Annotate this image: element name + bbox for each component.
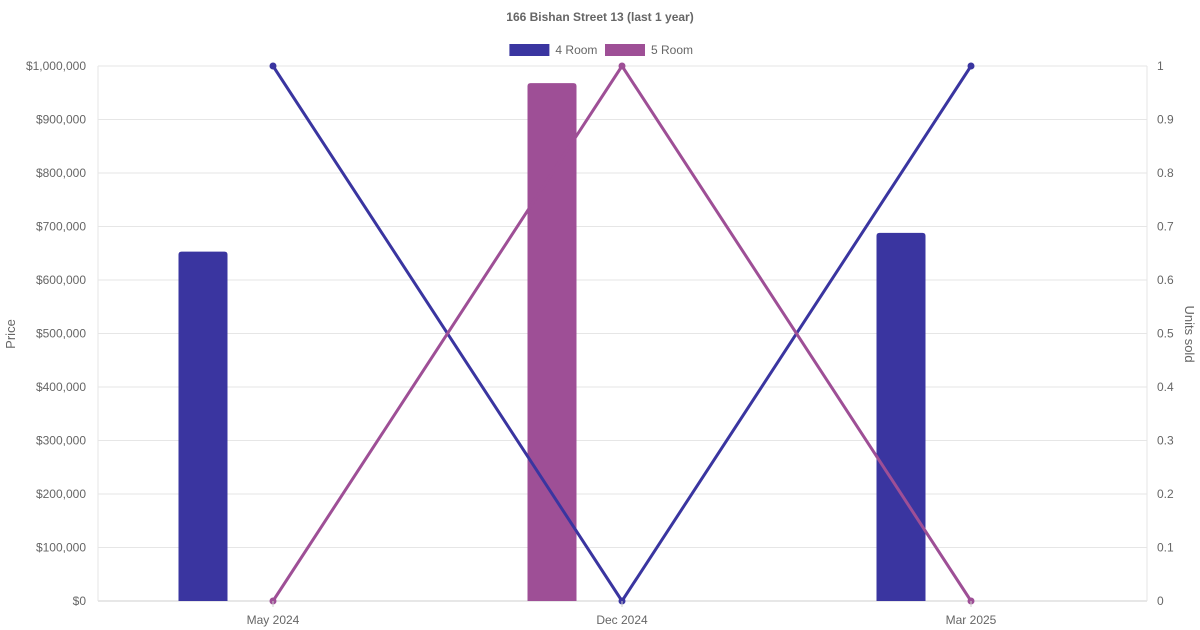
x-tick-label: Mar 2025: [946, 613, 997, 627]
bar-series: [178, 83, 926, 602]
point-4-room: [269, 62, 277, 70]
legend-swatch: [605, 44, 645, 56]
chart-title: 166 Bishan Street 13 (last 1 year): [506, 10, 693, 24]
y-tick-label-right: 0.9: [1157, 113, 1174, 127]
bar-4-room: [178, 251, 228, 601]
y-tick-label-left: $700,000: [36, 220, 86, 234]
y-tick-label-right: 0.7: [1157, 220, 1174, 234]
y-tick-label-left: $600,000: [36, 273, 86, 287]
y-tick-label-right: 0.8: [1157, 166, 1174, 180]
y-tick-label-right: 1: [1157, 59, 1164, 73]
y-tick-label-right: 0.4: [1157, 380, 1174, 394]
x-tick-label: Dec 2024: [596, 613, 648, 627]
y-tick-label-left: $400,000: [36, 380, 86, 394]
bar-5-room: [527, 83, 577, 602]
y-tick-label-left: $200,000: [36, 487, 86, 501]
point-5-room: [618, 62, 626, 70]
y-tick-label-left: $0: [73, 594, 87, 608]
x-tick-label: May 2024: [247, 613, 300, 627]
y-tick-label-left: $300,000: [36, 434, 86, 448]
y-tick-label-left: $900,000: [36, 113, 86, 127]
y-tick-label-left: $1,000,000: [26, 59, 86, 73]
legend-swatch: [509, 44, 550, 56]
point-4-room: [967, 62, 975, 70]
y-tick-label-right: 0.2: [1157, 487, 1174, 501]
legend-label: 5 Room: [651, 43, 693, 57]
legend: 4 Room 5 Room: [509, 43, 693, 57]
y-tick-label-right: 0.5: [1157, 327, 1174, 341]
gridlines: [98, 65, 1147, 602]
axes: $0 0 $100,000 0.1 $200,000 0.2 $300,000 0.3 $400…: [26, 59, 1174, 627]
y-axis-left-title: Price: [3, 319, 18, 349]
y-tick-label-right: 0.6: [1157, 273, 1174, 287]
y-tick-label-right: 0: [1157, 594, 1164, 608]
y-tick-label-right: 0.3: [1157, 434, 1174, 448]
y-tick-label-left: $100,000: [36, 541, 86, 555]
y-tick-label-right: 0.1: [1157, 541, 1174, 555]
legend-label: 4 Room: [555, 43, 597, 57]
y-tick-label-left: $500,000: [36, 327, 86, 341]
y-axis-right-title: Units sold: [1182, 305, 1197, 362]
bar-4-room: [876, 232, 926, 602]
y-tick-label-left: $800,000: [36, 166, 86, 180]
